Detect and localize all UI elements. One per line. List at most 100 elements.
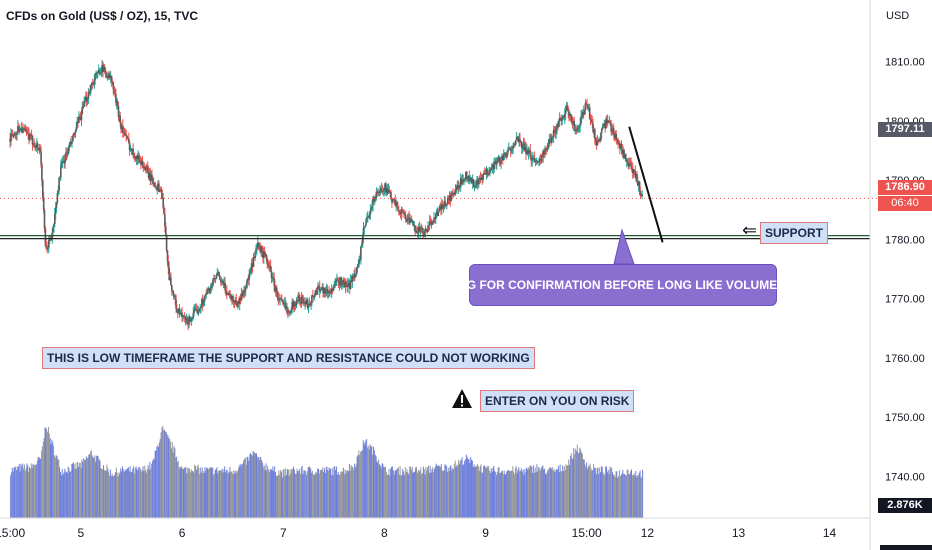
volume-bar xyxy=(502,474,504,518)
volume-bar xyxy=(84,459,86,518)
price-candles xyxy=(9,60,643,331)
volume-bar xyxy=(66,471,67,518)
volume-bar xyxy=(184,467,186,518)
candle-body xyxy=(381,191,384,193)
candle-body xyxy=(180,312,182,314)
candle-body xyxy=(243,291,245,293)
candle-body xyxy=(293,301,296,306)
volume-bar xyxy=(47,431,49,518)
candle-body xyxy=(253,257,256,258)
volume-bar xyxy=(54,455,55,518)
candle-body xyxy=(77,121,79,123)
volume-bar xyxy=(400,475,402,518)
volume-bar xyxy=(339,474,341,518)
candle-body xyxy=(392,199,394,203)
volume-bar xyxy=(588,466,590,518)
volume-bar xyxy=(133,473,135,518)
volume-bar xyxy=(564,470,566,518)
volume-bar xyxy=(295,473,297,518)
risk-note[interactable]: ENTER ON YOU ON RISK xyxy=(480,390,635,412)
confirmation-callout[interactable]: WAITING FOR CONFIRMATION BEFORE LONG LIK… xyxy=(425,264,821,306)
candle-body xyxy=(128,138,130,143)
candle-body xyxy=(401,209,403,212)
volume-bar xyxy=(410,469,412,518)
volume-bar xyxy=(37,457,39,518)
volume-bar xyxy=(369,444,371,518)
volume-bar xyxy=(555,470,557,518)
candle-body xyxy=(47,247,49,249)
candle-body xyxy=(320,289,323,291)
volume-bar xyxy=(256,453,257,518)
volume-bar xyxy=(610,468,612,518)
candle-body xyxy=(89,91,91,94)
low-timeframe-note[interactable]: THIS IS LOW TIMEFRAME THE SUPPORT AND RE… xyxy=(42,347,535,369)
volume-bar xyxy=(275,472,276,518)
candle-body xyxy=(344,281,347,288)
volume-bar xyxy=(89,454,91,518)
candle-body xyxy=(557,121,560,128)
candle-body xyxy=(97,72,99,74)
candle-body xyxy=(171,291,174,293)
candle-body xyxy=(641,194,643,197)
candle-body xyxy=(418,227,421,232)
candle-body xyxy=(628,163,630,167)
volume-bar xyxy=(479,466,481,518)
candle-body xyxy=(460,178,463,184)
support-label[interactable]: SUPPORT xyxy=(760,222,829,244)
candle-body xyxy=(371,205,373,209)
candle-body xyxy=(377,192,379,193)
candle-body xyxy=(15,134,17,136)
volume-bar xyxy=(127,467,129,518)
candle-body xyxy=(527,150,530,155)
volume-bar xyxy=(494,471,496,518)
candle-body xyxy=(380,188,383,191)
volume-bar xyxy=(268,469,270,518)
volume-bar xyxy=(334,466,336,518)
volume-bar xyxy=(403,475,405,518)
volume-bar xyxy=(215,469,217,518)
candle-body xyxy=(303,303,305,305)
candle-body xyxy=(306,299,309,308)
candle-body xyxy=(256,247,258,249)
volume-bar xyxy=(212,467,214,518)
volume-bar xyxy=(78,463,80,518)
candle-body xyxy=(631,166,633,169)
volume-bar xyxy=(54,457,56,518)
volume-bar xyxy=(371,445,373,518)
volume-bar xyxy=(185,466,187,518)
candle-body xyxy=(245,282,248,287)
volume-bar xyxy=(76,468,78,518)
candle-body xyxy=(9,138,11,142)
volume-bar xyxy=(134,467,136,518)
volume-bar xyxy=(403,471,405,518)
candle-body xyxy=(370,208,373,211)
candle-body xyxy=(250,270,252,272)
candle-body xyxy=(572,121,575,124)
candle-body xyxy=(622,149,624,154)
volume-bar xyxy=(377,462,379,518)
volume-bar xyxy=(209,467,211,518)
volume-bar xyxy=(183,469,184,518)
candle-body xyxy=(615,134,618,140)
candle-body xyxy=(438,207,440,212)
volume-bar xyxy=(385,466,386,518)
volume-bar xyxy=(147,465,149,518)
candle-body xyxy=(270,271,273,279)
candle-body xyxy=(605,119,607,129)
candle-body xyxy=(196,309,199,314)
volume-bar xyxy=(248,460,250,518)
volume-bar xyxy=(491,471,493,518)
candle-body xyxy=(429,221,432,223)
volume-bar xyxy=(192,471,194,518)
candle-body xyxy=(425,228,428,231)
candle-body xyxy=(200,306,202,308)
volume-bar xyxy=(586,462,588,518)
volume-bar xyxy=(388,468,390,518)
volume-bar xyxy=(355,464,357,518)
volume-bar xyxy=(26,463,28,518)
volume-bar xyxy=(262,462,264,518)
candle-body xyxy=(535,160,538,162)
volume-bar xyxy=(453,469,454,518)
candle-body xyxy=(406,219,409,222)
